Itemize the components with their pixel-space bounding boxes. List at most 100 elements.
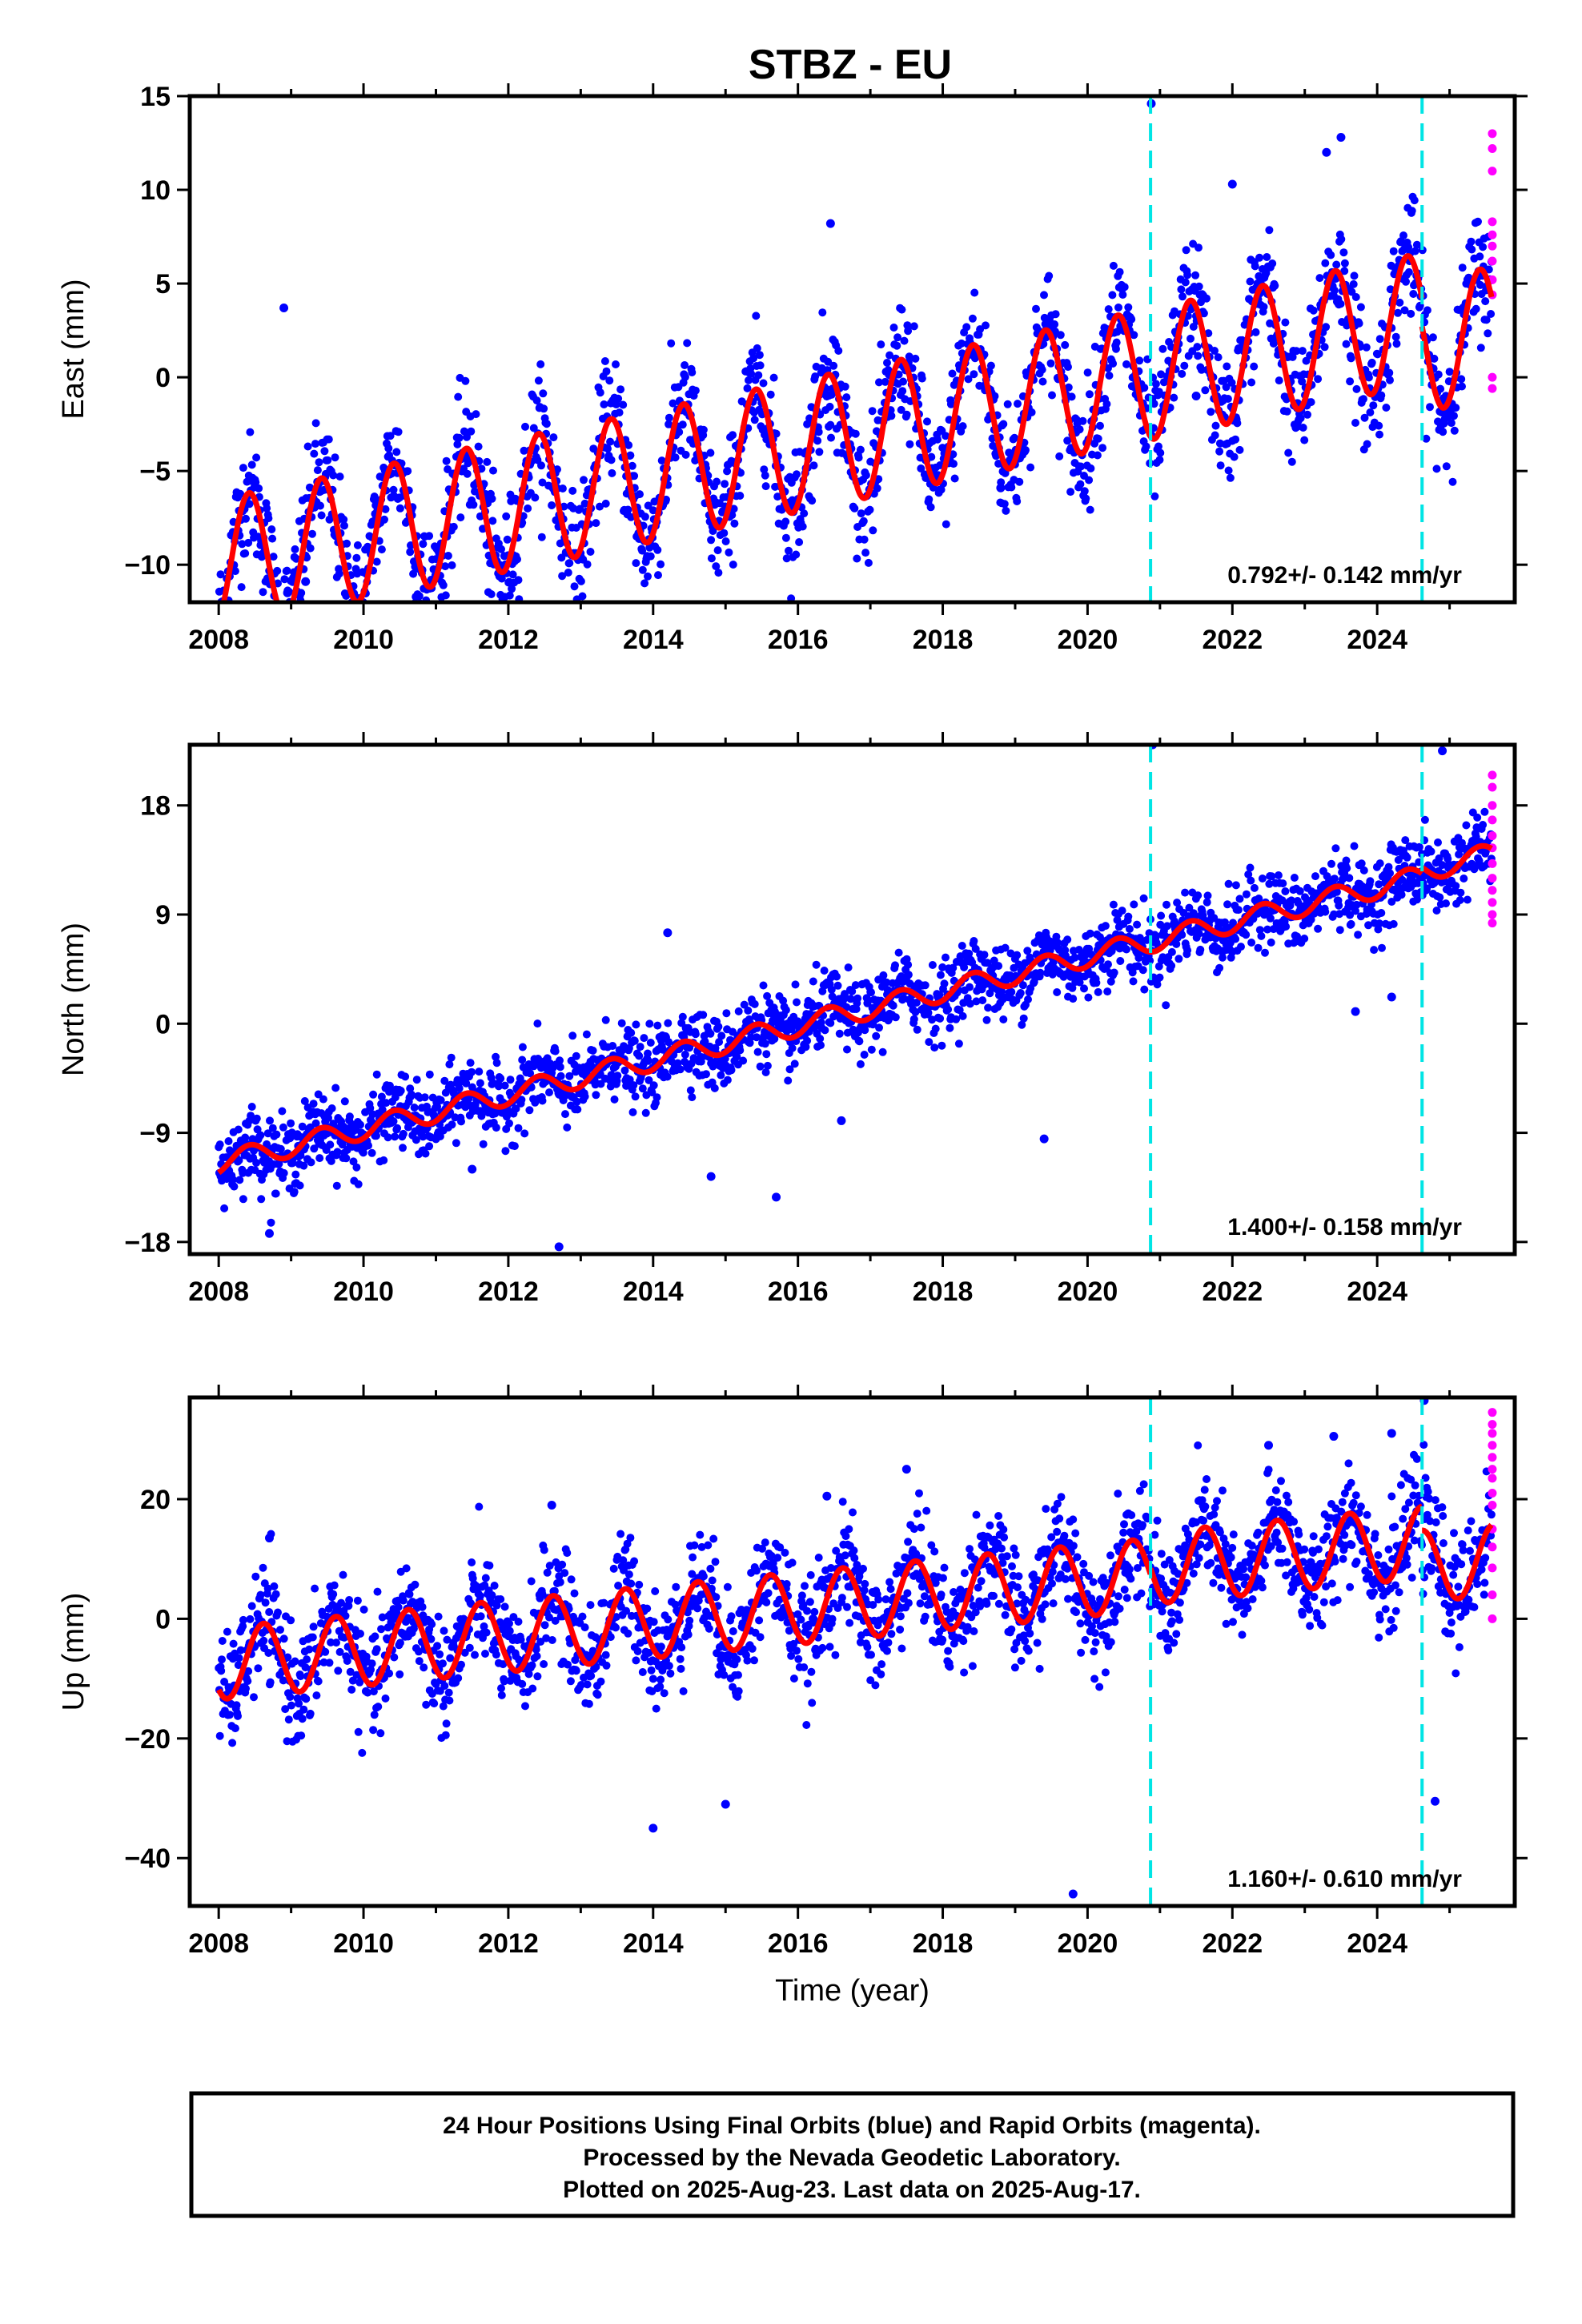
east-point — [1269, 340, 1278, 348]
east-point — [1340, 259, 1349, 267]
east-point — [1363, 440, 1371, 448]
up-point — [620, 1566, 628, 1574]
east-point — [769, 373, 778, 382]
up-point — [402, 1564, 411, 1573]
north-point — [383, 1133, 392, 1142]
east-point — [1336, 300, 1345, 308]
east-point — [1476, 344, 1485, 352]
north-point — [514, 1124, 523, 1132]
east-point — [284, 630, 292, 638]
up-point — [270, 1582, 279, 1590]
north-point — [279, 1123, 287, 1132]
north-point — [412, 1136, 420, 1144]
up-point — [444, 1688, 453, 1697]
east-point — [781, 517, 790, 526]
east-point — [814, 428, 823, 436]
up-point — [259, 1563, 267, 1572]
north-point — [994, 962, 1003, 971]
up-point — [291, 1657, 299, 1666]
east-point — [1003, 400, 1012, 408]
up-point — [521, 1702, 529, 1711]
east-point — [958, 422, 967, 431]
north-point — [1063, 935, 1072, 944]
east-point — [1056, 331, 1065, 340]
east-point — [1382, 404, 1391, 412]
north-point — [492, 1052, 500, 1061]
east-point — [469, 501, 478, 509]
east-point — [681, 372, 689, 381]
north-point — [582, 1030, 591, 1039]
up-point — [616, 1530, 625, 1538]
up-point — [232, 1701, 241, 1710]
east-point — [342, 592, 351, 600]
north-point — [518, 1055, 527, 1064]
east-point — [798, 522, 807, 531]
east-point — [942, 520, 950, 529]
up-point — [552, 1558, 560, 1566]
east-point — [706, 448, 715, 457]
north-outlier-point — [772, 1192, 781, 1202]
north-point — [327, 1156, 335, 1165]
north-point — [1300, 935, 1309, 943]
north-point — [235, 1176, 244, 1184]
east-point — [1346, 377, 1355, 386]
east-point — [1321, 259, 1330, 267]
east-point — [1484, 265, 1493, 274]
north-point — [1053, 939, 1062, 947]
east-point — [1458, 263, 1467, 272]
east-point — [1222, 383, 1231, 392]
east-point — [1394, 308, 1402, 317]
up-point — [427, 1634, 436, 1643]
north-point — [525, 1106, 534, 1115]
north-point — [965, 949, 974, 958]
east-point — [607, 456, 616, 464]
east-point — [1430, 354, 1439, 363]
east-point — [1027, 408, 1036, 416]
up-point — [440, 1682, 449, 1691]
east-point — [616, 385, 625, 394]
north-point — [613, 1072, 622, 1080]
up-point — [371, 1632, 379, 1641]
north-point — [1118, 907, 1126, 915]
north-point — [788, 1043, 797, 1052]
up-point — [482, 1628, 491, 1637]
east-point — [1350, 271, 1359, 280]
north-point — [966, 983, 974, 991]
east-point — [750, 416, 759, 424]
north-point — [1219, 953, 1227, 962]
north-outlier-point — [264, 1228, 274, 1238]
east-point — [861, 471, 870, 480]
north-point — [492, 1059, 501, 1068]
east-point — [441, 562, 450, 571]
north-outlier-point — [468, 1164, 477, 1174]
east-point — [860, 535, 869, 544]
up-point — [422, 1700, 431, 1709]
east-point — [380, 515, 388, 524]
north-point — [931, 1024, 940, 1033]
east-point — [1472, 304, 1480, 313]
north-point — [372, 1132, 380, 1140]
up-point — [492, 1601, 501, 1610]
east-point — [1155, 456, 1164, 464]
north-point — [722, 1009, 731, 1018]
up-point — [601, 1651, 610, 1659]
east-point — [877, 340, 885, 349]
north-point — [252, 1114, 261, 1123]
north-point — [601, 1015, 610, 1024]
north-point — [421, 1149, 430, 1158]
east-point — [323, 456, 332, 464]
east-point — [1439, 428, 1447, 436]
east-point — [958, 339, 966, 348]
north-point — [287, 1119, 295, 1128]
east-point — [909, 322, 918, 331]
north-point — [1215, 963, 1224, 972]
north-point — [1125, 925, 1134, 933]
north-point — [1196, 945, 1205, 954]
east-point — [653, 545, 662, 554]
north-point — [306, 1123, 315, 1132]
north-ytick-label: 0 — [155, 1009, 171, 1039]
north-point — [706, 1029, 715, 1038]
east-point — [1064, 383, 1073, 392]
north-point — [452, 1139, 460, 1148]
north-point — [982, 1015, 991, 1024]
